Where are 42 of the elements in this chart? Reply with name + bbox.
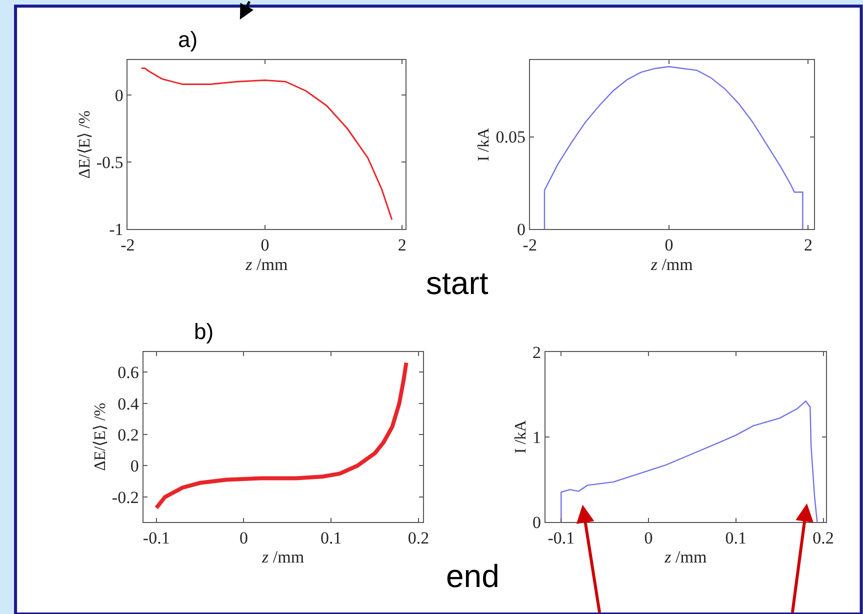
line-series [140,67,393,220]
y-tick-label: 0 [114,86,124,105]
y-tick-label: -1 [109,220,124,239]
x-tick-label: 0.1 [320,528,342,548]
y-axis-title: I /kA [476,127,493,162]
x-tick-label: 0 [240,528,248,548]
y-tick-label: 0.05 [496,128,526,147]
x-axis-title: z /mm [650,254,693,274]
text: start [426,265,488,301]
text: end [446,558,500,594]
x-tick-label: 0.2 [408,528,430,548]
y-axis-title: I /kA [512,420,530,454]
x-tick-label: 0.1 [725,528,747,548]
x-tick-label: -0.1 [548,528,575,548]
y-tick-label: 0 [532,512,542,532]
y-tick-label: 0.4 [118,394,140,414]
line-series [544,66,804,230]
x-tick-label: 0 [664,235,674,254]
chart-title: a) [178,27,198,52]
y-tick-label: -0.2 [112,488,139,507]
x-tick-label: 0.2 [812,528,834,548]
y-tick-label: 1 [532,428,542,447]
y-tick-label: 0 [130,456,139,476]
chart-title: b) [194,319,214,344]
x-tick-label: -2 [120,235,135,254]
x-tick-label: 2 [804,235,812,254]
line-series [154,360,408,510]
x-axis-title: z /mm [244,254,288,274]
y-tick-label: 2 [532,342,542,362]
y-axis-title: ΔE/⟨E⟩ /% [92,402,109,471]
y-tick-label: 0.6 [118,363,139,382]
x-tick-label: -2 [522,235,537,254]
y-tick-label: 0.2 [118,425,139,444]
x-axis-title: z /mm [664,548,707,567]
x-tick-label: 0 [644,528,653,548]
x-axis-title: z /mm [261,548,304,567]
x-tick-label: 0 [260,235,270,254]
y-tick-label: -0.5 [96,152,124,172]
x-tick-label: 2 [398,235,406,254]
line-series [560,400,818,522]
x-tick-label: -0.1 [142,528,170,548]
y-axis-title: ΔE/⟨E⟩ /% [76,110,94,179]
